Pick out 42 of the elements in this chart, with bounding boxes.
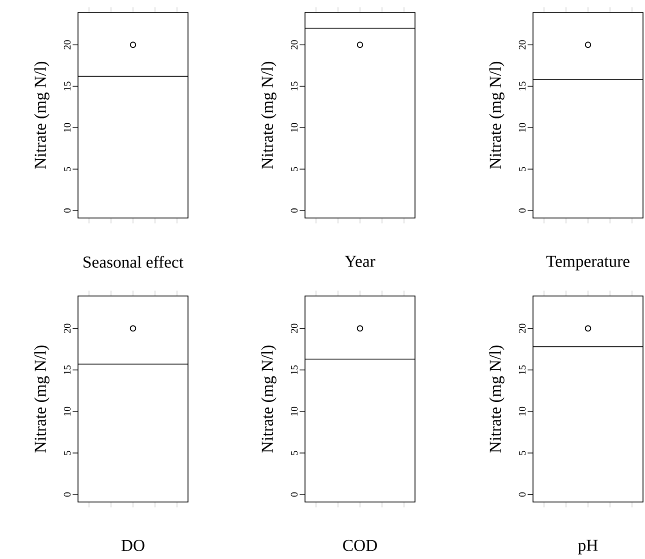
y-tick-label: 15 xyxy=(518,365,526,374)
y-tick-label: 0 xyxy=(518,208,526,213)
y-tick-label: 15 xyxy=(64,365,71,374)
y-tick-label: 5 xyxy=(518,167,526,172)
y-tick-label: 5 xyxy=(64,450,71,456)
y-tick-label: 10 xyxy=(64,123,71,132)
y-tick-label: 15 xyxy=(64,82,71,90)
x-axis-title: Year xyxy=(344,256,376,268)
y-tick-label: 0 xyxy=(64,492,71,497)
y-tick-label: 10 xyxy=(290,123,298,132)
x-axis-title: Temperature xyxy=(546,256,630,270)
y-tick-label: 15 xyxy=(290,82,298,90)
y-tick-label: 15 xyxy=(518,82,526,90)
y-tick-label: 20 xyxy=(290,324,298,334)
y-axis-title: Nitrate (mg N/l) xyxy=(34,62,50,170)
y-tick-label: 20 xyxy=(518,40,526,50)
y-tick-label: 0 xyxy=(290,492,298,497)
y-axis-title: Nitrate (mg N/l) xyxy=(261,62,276,170)
y-tick-label: 0 xyxy=(518,492,526,497)
y-tick-label: 5 xyxy=(64,167,71,172)
x-axis-title: Seasonal effect xyxy=(84,256,184,268)
y-tick-label: 5 xyxy=(518,450,526,456)
y-tick-label: 0 xyxy=(64,208,71,213)
x-axis-title: pH xyxy=(578,540,598,554)
y-tick-label: 15 xyxy=(290,365,298,374)
y-tick-label: 5 xyxy=(290,167,298,172)
x-axis-title: DO xyxy=(121,540,144,552)
y-axis-title: Nitrate (mg N/l) xyxy=(34,346,50,453)
y-tick-label: 0 xyxy=(290,208,298,213)
y-axis-title: Nitrate (mg N/l) xyxy=(489,62,504,170)
y-tick-label: 20 xyxy=(64,40,71,50)
y-tick-label: 20 xyxy=(64,324,71,334)
y-tick-label: 10 xyxy=(290,406,298,416)
y-tick-label: 20 xyxy=(290,40,298,50)
x-axis-title: COD xyxy=(343,540,377,552)
y-tick-label: 10 xyxy=(64,406,71,416)
y-tick-label: 10 xyxy=(518,406,526,416)
y-tick-label: 10 xyxy=(518,123,526,132)
y-tick-label: 20 xyxy=(518,324,526,334)
y-axis-title: Nitrate (mg N/l) xyxy=(489,346,504,453)
y-axis-title: Nitrate (mg N/l) xyxy=(261,346,276,453)
y-tick-label: 5 xyxy=(290,450,298,456)
